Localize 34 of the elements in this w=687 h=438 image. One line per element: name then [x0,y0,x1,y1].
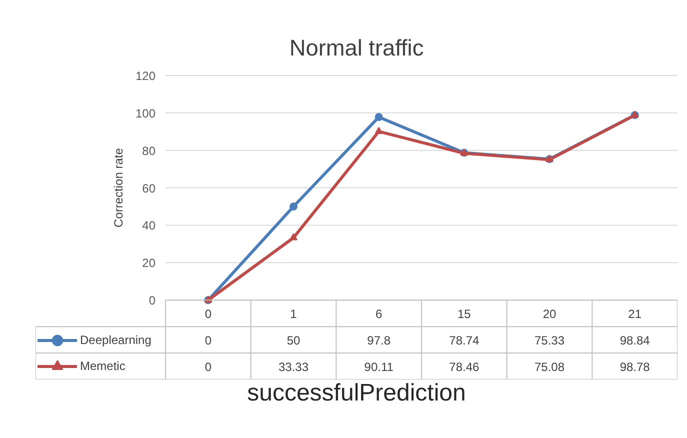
y-tick-label: 80 [142,144,156,158]
legend-label: Deeplearning [80,332,152,349]
y-tick-label: 120 [135,68,156,83]
data-label: 97.8 [367,333,391,348]
point [374,126,383,134]
data-label: 78.46 [449,360,480,374]
data-label: 33.33 [278,360,309,374]
data-label: 90.11 [364,360,394,374]
data-label: 78.74 [449,333,480,348]
data-label: 98.78 [620,360,650,374]
x-tick-label: 21 [628,306,642,321]
point [290,202,298,211]
y-tick-label: 60 [142,181,156,196]
y-tick-label: 20 [142,256,156,270]
point [290,233,298,240]
x-axis-title: successfulPrediction [247,380,466,406]
legend-label: Memetic [80,358,126,375]
data-label: 75.33 [534,333,565,348]
data-label: 98.84 [620,333,650,348]
chart-title: Normal traffic [289,34,424,60]
point [374,113,383,122]
data-label: 0 [204,360,212,374]
x-tick-label: 0 [204,306,212,321]
data-label: 0 [204,333,212,348]
data-label: 75.08 [534,360,565,374]
y-axis-title: Correction rate [112,148,126,228]
x-tick-label: 6 [375,306,382,321]
data-label: 50 [286,333,300,348]
y-tick-label: 0 [148,294,156,308]
y-tick-label: 100 [135,106,156,120]
x-tick-label: 15 [457,306,472,321]
x-tick-label: 20 [542,306,556,321]
x-tick-label: 1 [290,306,298,321]
y-tick-label: 40 [142,218,156,233]
